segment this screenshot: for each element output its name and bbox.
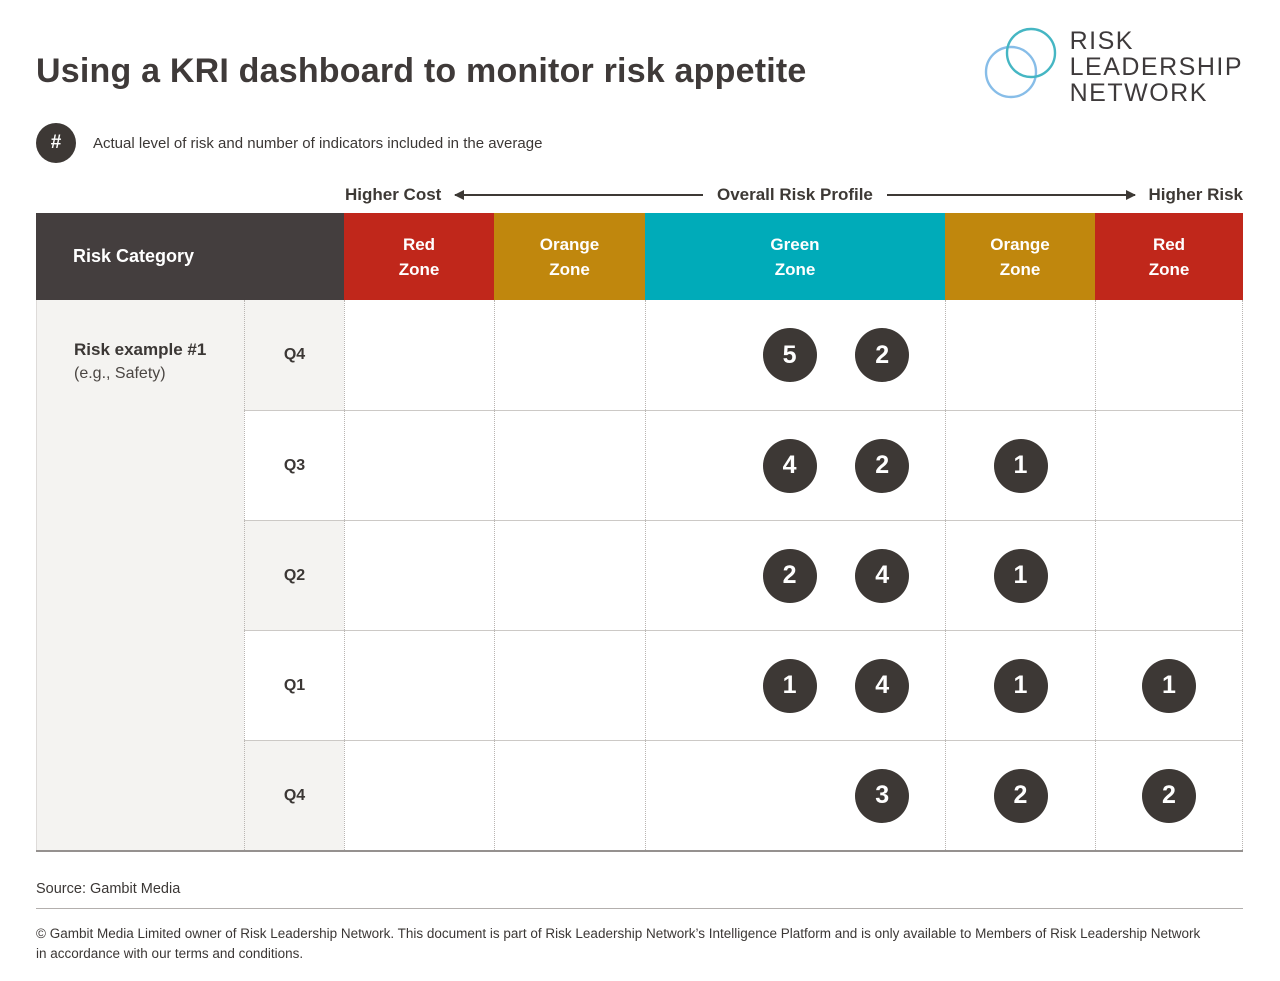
axis-label-higher-risk: Higher Risk — [1148, 185, 1244, 204]
zone-cell-orange-left — [494, 410, 645, 520]
zone-header-line1: Red — [1152, 234, 1186, 254]
risk-indicator-marker: 4 — [855, 658, 910, 713]
zone-cell-red-left — [344, 740, 494, 850]
zone-cell-red-right: 1 — [1095, 630, 1243, 740]
zone-header-orange-left: Orange Zone — [494, 213, 645, 300]
left-arrow-icon — [454, 190, 703, 200]
overall-risk-profile-axis: Higher Cost Overall Risk Profile Higher … — [345, 185, 1243, 205]
source-note: Source: Gambit Media — [36, 881, 181, 897]
risk-indicator-marker: 1 — [1142, 658, 1196, 713]
risk-indicator-marker: 4 — [762, 438, 817, 493]
logo-wordmark: RISK LEADERSHIP NETWORK — [1070, 28, 1243, 106]
risk-leadership-network-logo: RISK LEADERSHIP NETWORK — [982, 26, 1243, 107]
risk-example-subtitle: (e.g., Safety) — [74, 365, 166, 382]
zone-header-green: Green Zone — [645, 213, 945, 300]
zone-header-orange-right: Orange Zone — [945, 213, 1095, 300]
zone-header-red-right: Red Zone — [1095, 213, 1243, 300]
risk-indicator-marker: 3 — [855, 768, 910, 823]
kri-table: Risk Category Red Zone Orange Zone Green… — [36, 213, 1243, 852]
zone-header-line1: Orange — [990, 234, 1050, 254]
risk-example-title: Risk example #1 — [74, 340, 207, 359]
zone-header-line1: Red — [402, 234, 436, 254]
zone-cell-red-left — [344, 520, 494, 630]
zone-header-line2: Zone — [549, 259, 590, 279]
zone-cell-red-right — [1095, 520, 1243, 630]
zone-header-line2: Zone — [398, 259, 440, 279]
axis-label-higher-cost: Higher Cost — [345, 185, 442, 204]
quarter-label: Q1 — [244, 630, 344, 740]
zone-header-line2: Zone — [774, 259, 816, 279]
risk-indicator-marker: 1 — [993, 658, 1048, 713]
risk-indicator-marker: 1 — [762, 658, 817, 713]
logo-line-1: RISK — [1069, 26, 1134, 55]
risk-category-header: Risk Category — [36, 213, 344, 300]
zone-cell-orange-left — [494, 630, 645, 740]
risk-indicator-marker: 2 — [855, 438, 910, 493]
logo-line-2: LEADERSHIP — [1069, 52, 1243, 81]
footer-divider — [36, 908, 1243, 909]
zone-cell-orange-right: 1 — [945, 630, 1095, 740]
zone-cell-red-right — [1095, 300, 1243, 410]
risk-indicator-marker: 1 — [993, 548, 1048, 603]
risk-indicator-marker: 4 — [855, 548, 910, 603]
zone-header-line2: Zone — [1148, 259, 1190, 279]
zone-cell-red-left — [344, 630, 494, 740]
zone-cell-orange-right: 1 — [945, 520, 1095, 630]
zone-header-line1: Green — [770, 234, 820, 254]
risk-indicator-marker: 1 — [993, 438, 1048, 493]
zone-cell-red-right — [1095, 410, 1243, 520]
zone-cell-red-left — [344, 410, 494, 520]
zone-cell-orange-right: 2 — [945, 740, 1095, 850]
zone-cell-orange-left — [494, 300, 645, 410]
risk-indicator-marker: 2 — [1142, 768, 1196, 823]
page-title: Using a KRI dashboard to monitor risk ap… — [36, 52, 807, 90]
zone-cell-orange-right — [945, 300, 1095, 410]
risk-indicator-marker: 2 — [762, 548, 817, 603]
zone-header-red-left: Red Zone — [344, 213, 494, 300]
risk-indicator-marker: 2 — [993, 768, 1048, 823]
right-arrow-icon — [886, 190, 1136, 200]
risk-indicator-marker: 2 — [855, 328, 910, 382]
logo-circles-icon — [982, 26, 1058, 107]
quarter-label: Q4 — [244, 300, 344, 410]
axis-label-overall-risk-profile: Overall Risk Profile — [716, 185, 873, 204]
zone-cell-orange-left — [494, 740, 645, 850]
logo-line-3: NETWORK — [1069, 78, 1208, 107]
zone-header-line1: Orange — [539, 234, 600, 254]
legend: # Actual level of risk and number of ind… — [36, 123, 542, 163]
number-badge-icon: # — [36, 123, 76, 163]
zone-cell-red-left — [344, 300, 494, 410]
zone-cell-red-right: 2 — [1095, 740, 1243, 850]
zone-cell-orange-left — [494, 520, 645, 630]
legend-text: Actual level of risk and number of indic… — [93, 134, 543, 152]
quarter-label: Q4 — [244, 740, 344, 850]
zone-header-line2: Zone — [999, 259, 1041, 279]
zone-cell-orange-right: 1 — [945, 410, 1095, 520]
quarter-label: Q2 — [244, 520, 344, 630]
zone-cell-green: 3 — [645, 740, 945, 850]
risk-indicator-marker: 5 — [762, 328, 817, 382]
copyright-note: © Gambit Media Limited owner of Risk Lea… — [36, 926, 1201, 961]
quarter-label: Q3 — [244, 410, 344, 520]
risk-category-cell: Risk example #1 (e.g., Safety) — [36, 300, 244, 850]
